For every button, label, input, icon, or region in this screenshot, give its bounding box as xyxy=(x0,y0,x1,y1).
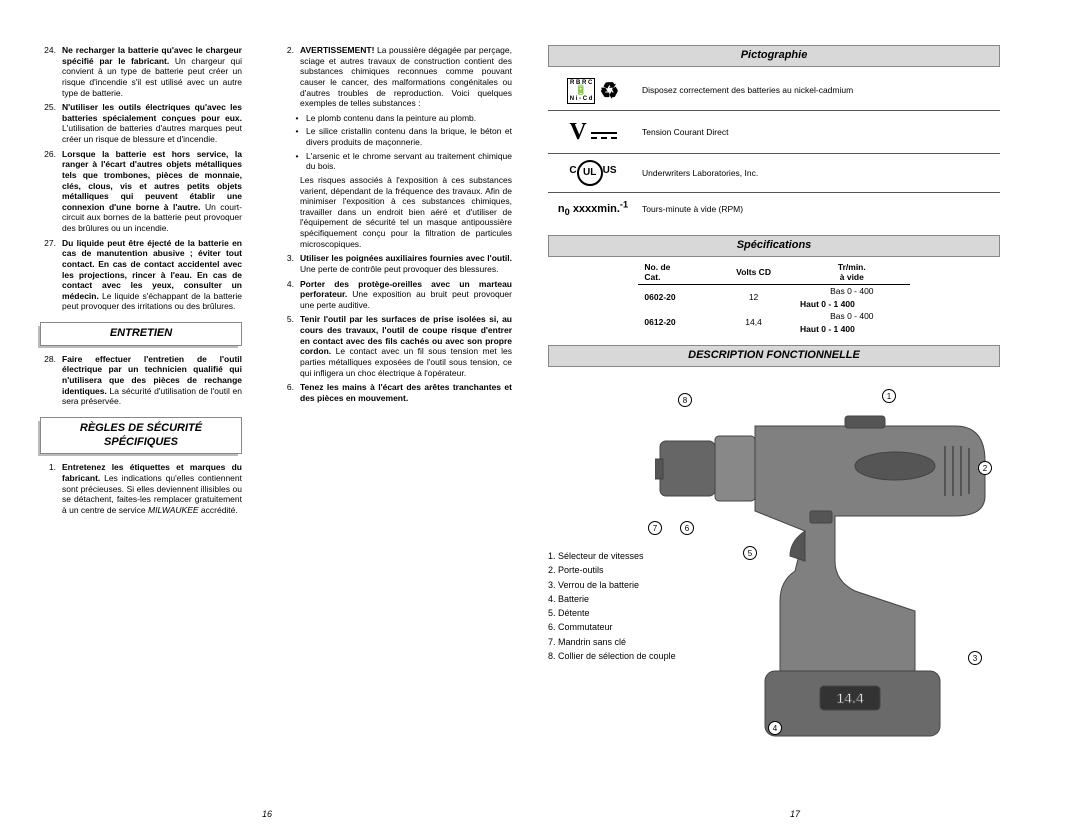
ul-logo-icon: UL xyxy=(577,160,603,186)
heading-entretien: ENTRETIEN xyxy=(40,322,242,346)
pictography-table: R B R C🔋N i - C d♻Disposez correctement … xyxy=(548,71,1000,225)
battery-voltage-label: 14.4 xyxy=(836,690,863,706)
volts-dc-icon: V xyxy=(548,111,638,154)
page-number-left: 16 xyxy=(262,809,272,820)
legend-item: 8. Collier de sélection de couple xyxy=(548,651,676,662)
column-right: Pictographie R B R C🔋N i - C d♻Disposez … xyxy=(530,0,1040,834)
functional-description-area: 14.4 18276534 1. Sélecteur de vitesses2.… xyxy=(548,371,1000,801)
legend-item: 2. Porte-outils xyxy=(548,565,676,576)
rpm-icon: n0 xxxxmin.-1 xyxy=(548,193,638,225)
heading-regles: RÈGLES DE SÉCURITÉ SPÉCIFIQUES xyxy=(40,417,242,455)
rbrc-icon: R B R C🔋N i - C d♻ xyxy=(548,71,638,111)
legend-item: 3. Verrou de la batterie xyxy=(548,580,676,591)
heading-specifications: Spécifications xyxy=(548,235,1000,257)
drill-illustration: 14.4 xyxy=(655,381,1000,741)
parts-legend: 1. Sélecteur de vitesses 2. Porte-outils 3… xyxy=(548,551,676,665)
page-number-right: 17 xyxy=(790,809,800,820)
pictography-description: Disposez correctement des batteries au n… xyxy=(638,71,1000,111)
pictography-description: Tours-minute à vide (RPM) xyxy=(638,193,1000,225)
heading-pictographie: Pictographie xyxy=(548,45,1000,67)
legend-item: 5. Détente xyxy=(548,608,676,619)
pictography-description: Tension Courant Direct xyxy=(638,111,1000,154)
legend-item: 1. Sélecteur de vitesses xyxy=(548,551,676,562)
legend-item: 7. Mandrin sans clé xyxy=(548,637,676,648)
legend-item: 4. Batterie xyxy=(548,594,676,605)
column-left: 24.Ne recharger la batterie qu'avec le c… xyxy=(0,0,260,834)
heading-description: DESCRIPTION FONCTIONNELLE xyxy=(548,345,1000,367)
column-middle: 2.AVERTISSEMENT! La poussière dégagée pa… xyxy=(260,0,530,834)
specifications-table: No. deCat.Volts CDTr/min.à vide0602-2012… xyxy=(638,261,909,336)
ul-listed-icon: CULUS xyxy=(548,154,638,193)
pictography-description: Underwriters Laboratories, Inc. xyxy=(638,154,1000,193)
legend-item: 6. Commutateur xyxy=(548,622,676,633)
